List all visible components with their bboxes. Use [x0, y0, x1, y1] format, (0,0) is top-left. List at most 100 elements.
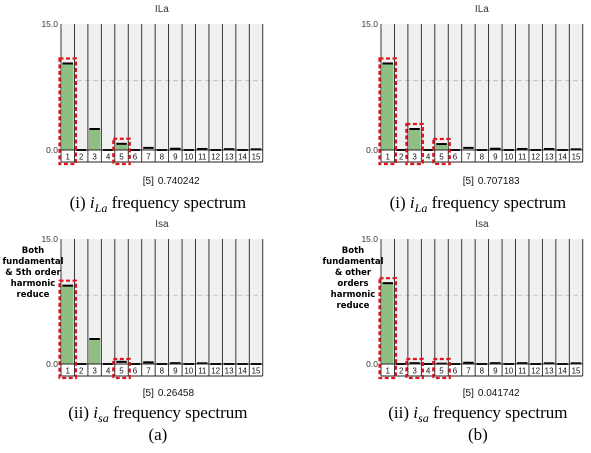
- tick-label-y-max: 15.0: [361, 234, 378, 244]
- tick-label-x: 10: [504, 367, 513, 376]
- tick-label-x: 9: [173, 153, 178, 162]
- tick-label-x: 3: [92, 153, 97, 162]
- tick-label-x: 13: [225, 153, 234, 162]
- chart-title: ILa: [155, 4, 169, 15]
- caption-variable: i: [90, 193, 95, 212]
- tick-label-y-max: 15.0: [41, 19, 58, 29]
- annotation-line: reduce: [337, 301, 370, 311]
- annotation-line: Both: [342, 246, 364, 256]
- caption-variable: i: [413, 403, 418, 422]
- readout-value: 0.707183: [478, 176, 520, 187]
- tick-label-y-min: 0.0: [366, 145, 378, 155]
- caption-suffix: frequency spectrum: [427, 193, 566, 212]
- tick-label-x: 4: [426, 367, 431, 376]
- tick-label-x: 2: [399, 153, 404, 162]
- tick-label-x: 6: [133, 367, 138, 376]
- bar-3: [408, 129, 421, 150]
- tick-label-x: 2: [79, 367, 84, 376]
- tick-label-x: 8: [160, 153, 165, 162]
- caption: (i) iLa frequency spectrum: [70, 193, 247, 215]
- caption-suffix: frequency spectrum: [107, 193, 246, 212]
- tick-label-x: 2: [399, 367, 404, 376]
- tick-label-x: 1: [65, 367, 70, 376]
- highlight-box-5: [112, 357, 131, 380]
- tick-label-x: 10: [504, 153, 513, 162]
- tick-label-x: 10: [184, 153, 193, 162]
- tick-label-x: 14: [238, 153, 247, 162]
- column-label: (b): [468, 425, 488, 444]
- tick-label-x: 12: [531, 153, 540, 162]
- tick-label-x: 3: [412, 367, 417, 376]
- annotation-line: & other: [335, 268, 372, 278]
- tick-label-y-max: 15.0: [41, 234, 58, 244]
- readout-label: [5]: [463, 176, 474, 187]
- chart-title: Isa: [475, 219, 489, 230]
- tick-label-x: 6: [453, 367, 458, 376]
- caption: (ii) isa frequency spectrum: [68, 403, 247, 425]
- tick-label-x: 14: [558, 367, 567, 376]
- caption-subscript: La: [94, 201, 108, 215]
- annotation-line: orders: [337, 279, 368, 289]
- tick-label-x: 7: [146, 153, 151, 162]
- tick-label-x: 9: [173, 367, 178, 376]
- tick-label-x: 11: [198, 153, 207, 162]
- tick-label-x: 1: [385, 367, 390, 376]
- tick-label-x: 6: [133, 153, 138, 162]
- tick-label-x: 5: [439, 367, 444, 376]
- bar-5: [115, 143, 128, 150]
- annotation-line: harmonic: [11, 279, 56, 289]
- highlight-box-5: [432, 357, 451, 380]
- bar-1: [62, 285, 74, 364]
- bar-1: [382, 63, 394, 151]
- tick-label-x: 11: [518, 367, 527, 376]
- tick-label-x: 3: [92, 367, 97, 376]
- annotation-line: harmonic: [331, 290, 376, 300]
- readout-label: [5]: [143, 388, 154, 399]
- tick-label-x: 15: [572, 367, 581, 376]
- tick-label-x: 15: [572, 153, 581, 162]
- tick-label-x: 6: [453, 153, 458, 162]
- chart-title: Isa: [155, 219, 169, 230]
- tick-label-y-min: 0.0: [46, 359, 58, 369]
- tick-label-x: 11: [518, 153, 527, 162]
- caption: (i) iLa frequency spectrum: [390, 193, 567, 215]
- caption-prefix: (i): [390, 193, 410, 212]
- tick-label-x: 8: [160, 367, 165, 376]
- caption: (ii) isa frequency spectrum: [388, 403, 567, 425]
- tick-label-x: 4: [426, 153, 431, 162]
- readout-value: 0.041742: [478, 388, 520, 399]
- caption-subscript: sa: [418, 411, 429, 425]
- tick-label-x: 5: [119, 367, 124, 376]
- plot-area: [381, 239, 583, 364]
- bar-5: [435, 144, 448, 150]
- tick-label-x: 3: [412, 153, 417, 162]
- bar-3: [88, 129, 101, 150]
- annotation-line: & 5th order: [5, 268, 61, 278]
- tick-label-x: 7: [466, 153, 471, 162]
- tick-label-x: 14: [558, 153, 567, 162]
- caption-suffix: frequency spectrum: [109, 403, 248, 422]
- tick-label-x: 7: [466, 367, 471, 376]
- tick-label-x: 7: [146, 367, 151, 376]
- tick-label-x: 15: [252, 153, 261, 162]
- tick-label-x: 9: [493, 153, 498, 162]
- annotation-line: reduce: [17, 290, 50, 300]
- bar-1: [62, 63, 74, 151]
- highlight-box-3: [405, 122, 424, 166]
- tick-label-x: 5: [119, 153, 124, 162]
- tick-label-x: 9: [493, 367, 498, 376]
- tick-label-x: 10: [184, 367, 193, 376]
- caption-subscript: sa: [98, 411, 109, 425]
- caption-prefix: (i): [70, 193, 90, 212]
- tick-label-x: 12: [531, 367, 540, 376]
- readout-value: 0.26458: [158, 388, 195, 399]
- tick-label-x: 12: [211, 153, 220, 162]
- tick-label-x: 13: [545, 153, 554, 162]
- bar-3: [88, 339, 101, 364]
- tick-label-y-min: 0.0: [46, 145, 58, 155]
- tick-label-x: 2: [79, 153, 84, 162]
